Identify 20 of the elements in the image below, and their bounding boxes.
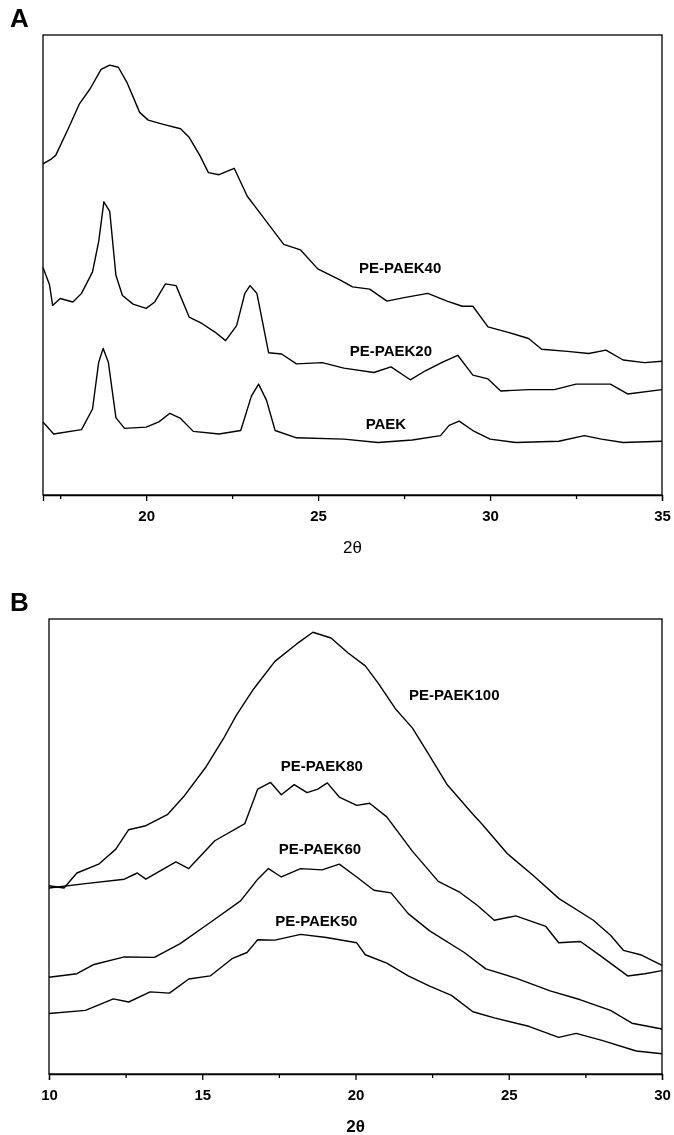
x-tick-label: 35 [654, 506, 671, 524]
x-tick-label: 30 [654, 1085, 671, 1103]
x-axis-title: 2θ [346, 1117, 365, 1135]
chart-title: A [10, 3, 29, 33]
chart-title: B [10, 587, 29, 617]
series-label: PE-PAEK80 [280, 756, 363, 774]
x-tick-label: 25 [500, 1085, 518, 1103]
series-label: PAEK [365, 415, 407, 433]
x-tick-label: 15 [194, 1085, 212, 1103]
series-label: PE-PAEK20 [349, 342, 433, 360]
x-tick-label: 20 [138, 506, 156, 524]
series-label: PE-PAEK40 [359, 259, 442, 277]
x-tick-label: 20 [347, 1085, 365, 1103]
x-tick-label: 25 [310, 506, 327, 524]
x-tick-label: 10 [41, 1085, 58, 1103]
x-tick-label: 30 [482, 506, 499, 524]
series-label: PE-PAEK60 [278, 840, 362, 858]
series-label: PE-PAEK50 [275, 912, 358, 930]
x-axis-title: 2θ [343, 538, 362, 557]
series-label: PE-PAEK100 [408, 685, 500, 703]
